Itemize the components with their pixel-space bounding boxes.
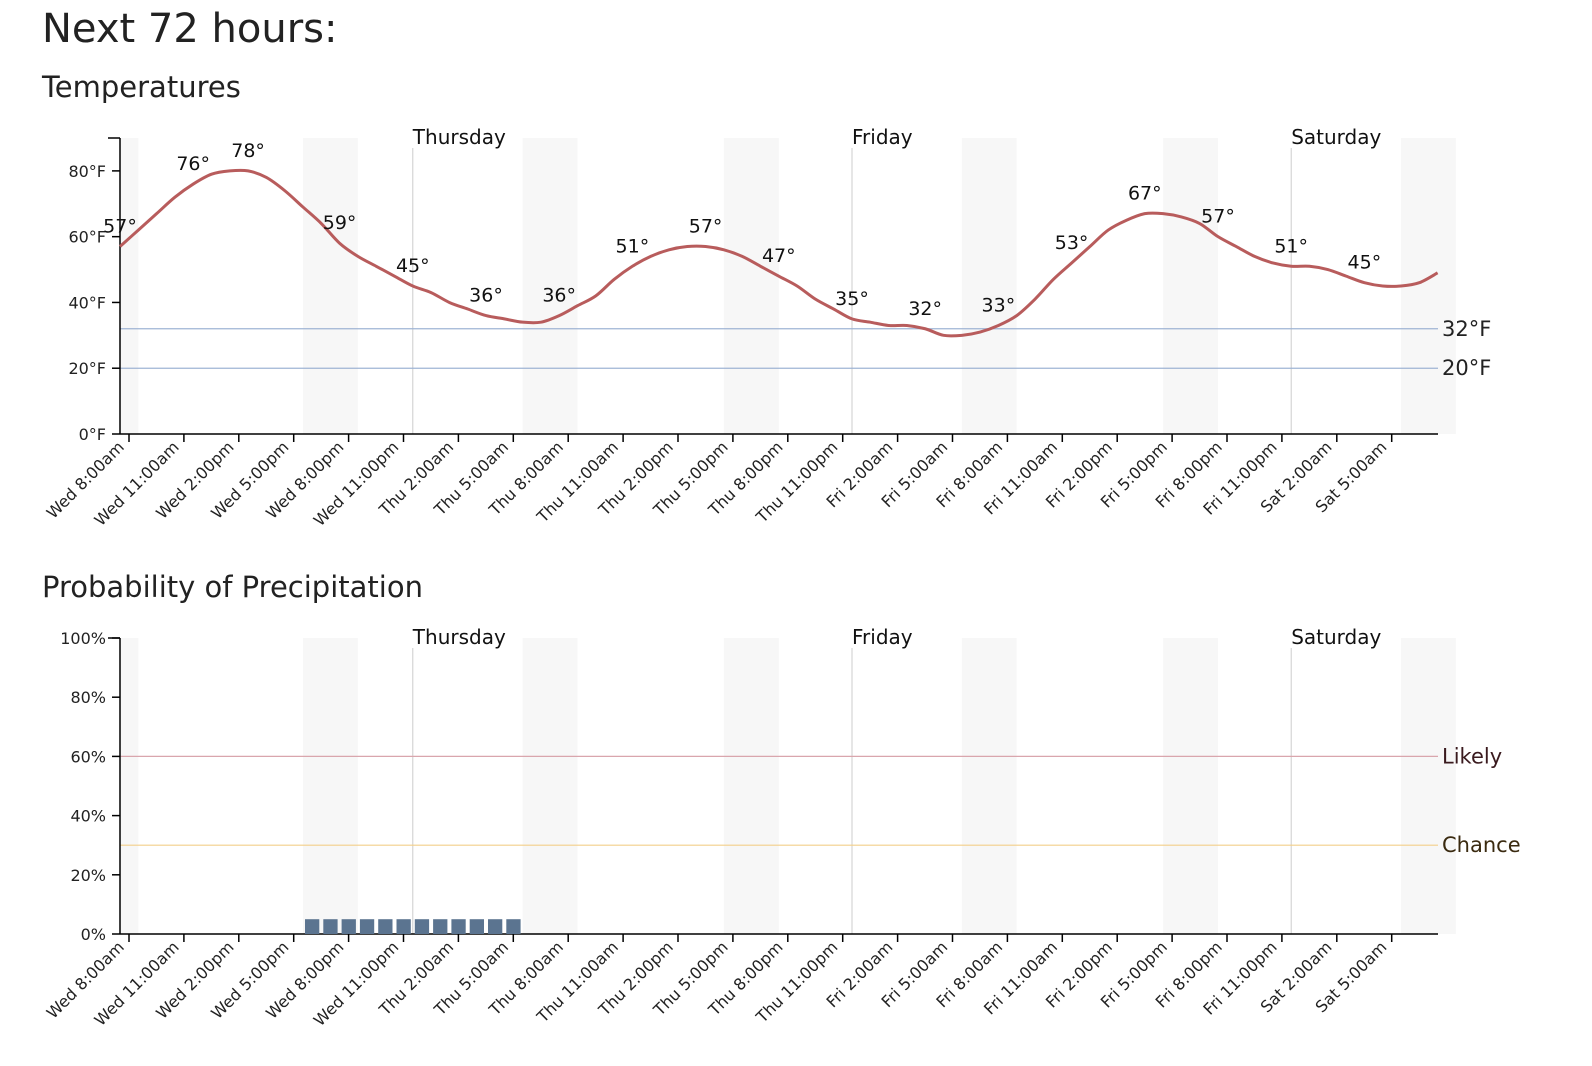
precipitation-bar <box>396 919 411 934</box>
day-label: Thursday <box>412 625 506 649</box>
temperature-data-label: 47° <box>762 245 796 267</box>
night-shade-band <box>522 138 578 434</box>
night-shade-band <box>961 138 1017 434</box>
precipitation-chart: Thursday Friday Saturday Likely Chance 0% 20% 4… <box>43 625 1521 1030</box>
temperature-data-label: 76° <box>176 153 210 175</box>
day-label: Saturday <box>1291 125 1381 149</box>
precipitation-bar <box>506 919 521 934</box>
y-tick-label: 80% <box>70 688 106 707</box>
precipitation-title: Probability of Precipitation <box>42 570 423 604</box>
reference-line-label: 20°F <box>1442 356 1491 380</box>
temperature-data-label: 78° <box>231 140 265 162</box>
y-tick-label: 0% <box>81 925 106 944</box>
page-title: Next 72 hours: <box>42 6 338 52</box>
y-tick-label: 20°F <box>68 359 106 378</box>
night-shade-band <box>723 638 779 934</box>
precipitation-bar <box>433 919 448 934</box>
temperatures-title: Temperatures <box>42 70 241 104</box>
temperature-data-label: 67° <box>1128 183 1162 205</box>
temperature-data-label: 32° <box>908 298 942 320</box>
temperature-data-label: 51° <box>616 235 650 257</box>
day-label: Friday <box>852 625 913 649</box>
temperature-chart: Thursday Friday Saturday 32°F 20°F 0°F 20°F 40°… <box>43 125 1492 530</box>
precipitation-bar <box>451 919 466 934</box>
night-shade-band <box>723 138 779 434</box>
precipitation-bar <box>341 919 356 934</box>
precipitation-bar <box>359 919 375 934</box>
temperature-data-label: 36° <box>542 285 576 307</box>
y-tick-label: 40% <box>70 807 106 826</box>
y-tick-label: 60°F <box>68 228 106 247</box>
temperature-data-label: 57° <box>103 216 137 238</box>
temperature-data-label: 35° <box>835 288 869 310</box>
night-shade-band <box>303 138 358 434</box>
night-shade-band <box>303 638 358 934</box>
y-tick-label: 0°F <box>79 425 106 444</box>
precipitation-bar <box>305 919 320 934</box>
y-tick-label: 40°F <box>68 293 106 312</box>
night-shade-band <box>522 638 578 934</box>
temperature-data-label: 33° <box>982 294 1016 316</box>
night-shade-band <box>120 138 139 434</box>
temperature-series-line <box>118 168 1439 338</box>
temperature-data-label: 51° <box>1274 235 1308 257</box>
night-shade-band <box>1401 638 1456 934</box>
temperature-data-label: 36° <box>469 285 503 307</box>
precipitation-bar <box>488 919 503 934</box>
night-shade-band <box>1163 138 1218 434</box>
reference-line-label: Chance <box>1442 833 1521 857</box>
precipitation-bar <box>378 919 393 934</box>
temperature-data-label: 59° <box>323 212 357 234</box>
precipitation-bar <box>323 919 338 934</box>
day-label: Friday <box>852 125 913 149</box>
y-tick-label: 100% <box>60 629 106 648</box>
temperature-data-label: 45° <box>1348 252 1382 274</box>
y-tick-label: 60% <box>70 747 106 766</box>
night-shade-band <box>120 638 139 934</box>
day-label: Saturday <box>1291 625 1381 649</box>
night-shade-band <box>961 638 1017 934</box>
temperature-data-label: 57° <box>1201 206 1235 228</box>
night-shade-band <box>1163 638 1218 934</box>
reference-line-label: Likely <box>1442 744 1502 768</box>
day-label: Thursday <box>412 125 506 149</box>
precipitation-bar <box>414 919 430 934</box>
y-tick-label: 20% <box>70 866 106 885</box>
precipitation-bar <box>469 919 484 934</box>
reference-line-label: 32°F <box>1442 317 1491 341</box>
temperature-data-label: 57° <box>689 216 723 238</box>
y-tick-label: 80°F <box>68 162 106 181</box>
temperature-data-label: 45° <box>396 255 430 277</box>
temperature-data-label: 53° <box>1055 232 1089 254</box>
